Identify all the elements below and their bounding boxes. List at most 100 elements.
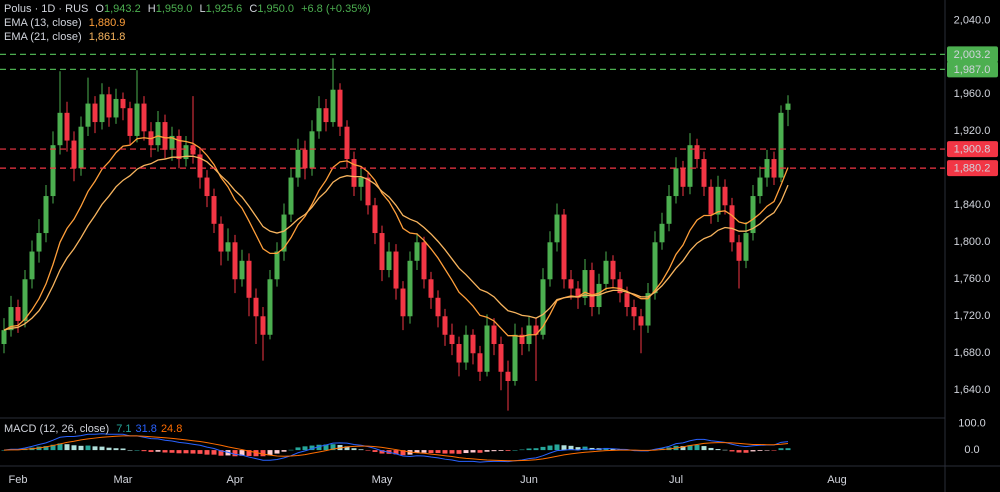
macd-histogram-bar	[547, 445, 553, 451]
macd-histogram-bar	[477, 450, 483, 453]
macd-histogram-bar	[491, 450, 497, 452]
candle-body	[610, 260, 616, 280]
macd-histogram-bar	[344, 446, 350, 451]
candle-body	[344, 126, 350, 160]
macd-histogram-bar	[512, 450, 518, 451]
candle-body	[57, 112, 63, 146]
macd-histogram-bar	[204, 450, 210, 455]
macd-histogram-bar	[400, 450, 406, 456]
macd-histogram-bar	[365, 450, 371, 451]
candle-body	[477, 353, 483, 372]
candle-body	[638, 316, 644, 326]
macd-histogram-bar	[498, 450, 504, 451]
macd-histogram-bar	[421, 450, 427, 453]
candle-body	[260, 316, 266, 335]
candle-body	[582, 270, 588, 298]
macd-histogram-bar	[764, 450, 770, 451]
macd-histogram-bar	[232, 450, 238, 457]
candle-body	[708, 186, 714, 215]
candle-body	[715, 186, 721, 215]
macd-histogram-bar	[568, 445, 574, 451]
candle-body	[134, 103, 140, 136]
candle-body	[197, 154, 203, 178]
macd-histogram-bar	[50, 444, 56, 451]
ema-legend: EMA (21, close) 1,861.8	[4, 31, 125, 43]
macd-histogram-bar	[393, 450, 399, 455]
macd-histogram-bar	[736, 450, 742, 453]
x-tick-label: Apr	[226, 474, 243, 486]
candle-body	[407, 260, 413, 317]
candle-body	[624, 293, 630, 308]
candle-body	[652, 242, 658, 294]
candle-body	[673, 168, 679, 197]
candle-body	[400, 288, 406, 317]
legend-name: MACD (12, 26, close)	[4, 423, 109, 435]
legend-value: 1,861.8	[89, 31, 126, 43]
candle-body	[736, 242, 742, 261]
candle-body	[330, 89, 336, 123]
candle-body	[29, 251, 35, 280]
candle-body	[85, 103, 91, 127]
candle-body	[15, 307, 21, 321]
macd-histogram-bar	[484, 450, 490, 452]
candle-body	[512, 334, 518, 382]
candle-body	[99, 94, 105, 123]
legend-name: EMA (21, close)	[4, 31, 82, 43]
macd-histogram-bar	[71, 445, 77, 451]
ohlc-key: C	[249, 3, 257, 15]
macd-histogram-bar	[295, 447, 301, 451]
candle-body	[722, 186, 728, 206]
candle-body	[379, 233, 385, 271]
price-level-tag	[947, 61, 998, 78]
candle-body	[162, 122, 168, 150]
macd-histogram-bar	[267, 450, 273, 456]
candle-body	[687, 145, 693, 187]
candle-body	[295, 149, 301, 178]
candle-body	[498, 344, 504, 372]
macd-histogram-bar	[729, 450, 735, 452]
y-tick-label: 1,720.0	[954, 310, 991, 322]
candle-body	[456, 344, 462, 363]
candle-body	[43, 196, 49, 234]
price-level-label: 2,003.2	[954, 49, 991, 61]
candle-body	[232, 242, 238, 280]
candle-body	[729, 205, 735, 243]
ema-line	[3, 155, 789, 331]
candle-body	[351, 159, 357, 187]
candle-body	[113, 98, 119, 118]
macd-histogram-bar	[92, 446, 98, 451]
signal-line	[3, 435, 789, 462]
price-level-label: 1,880.2	[954, 163, 991, 175]
candle-body	[358, 177, 364, 187]
candle-body	[743, 233, 749, 261]
candle-body	[267, 279, 273, 335]
macd-histogram-bar	[575, 447, 581, 451]
candle-body	[190, 145, 196, 155]
macd-histogram-bar	[358, 449, 364, 451]
candle-body	[568, 279, 574, 289]
legend-value: 31.8	[136, 423, 157, 435]
candle-body	[50, 145, 56, 197]
candle-body	[666, 196, 672, 224]
candle-body	[428, 279, 434, 298]
candle-body	[337, 89, 343, 127]
candle-body	[92, 103, 98, 123]
macd-histogram-bar	[239, 450, 245, 456]
candle-body	[176, 135, 182, 160]
ohlc-value: 1,959.0	[156, 3, 193, 15]
candle-body	[484, 325, 490, 372]
macd-histogram-bar	[323, 444, 329, 451]
macd-histogram-bar	[463, 450, 469, 454]
symbol-title: Polus · 1D · RUS	[4, 3, 88, 15]
candle-body	[421, 242, 427, 280]
price-level-label: 1,900.8	[954, 143, 991, 155]
x-tick-label: Mar	[114, 474, 133, 486]
candle-body	[323, 108, 329, 123]
macd-histogram-bar	[302, 446, 308, 451]
macd-histogram-bar	[148, 450, 154, 452]
candle-body	[603, 260, 609, 284]
macd-histogram-bar	[743, 450, 749, 453]
candle-body	[211, 196, 217, 224]
ohlc-value: 1,950.0	[257, 3, 294, 15]
